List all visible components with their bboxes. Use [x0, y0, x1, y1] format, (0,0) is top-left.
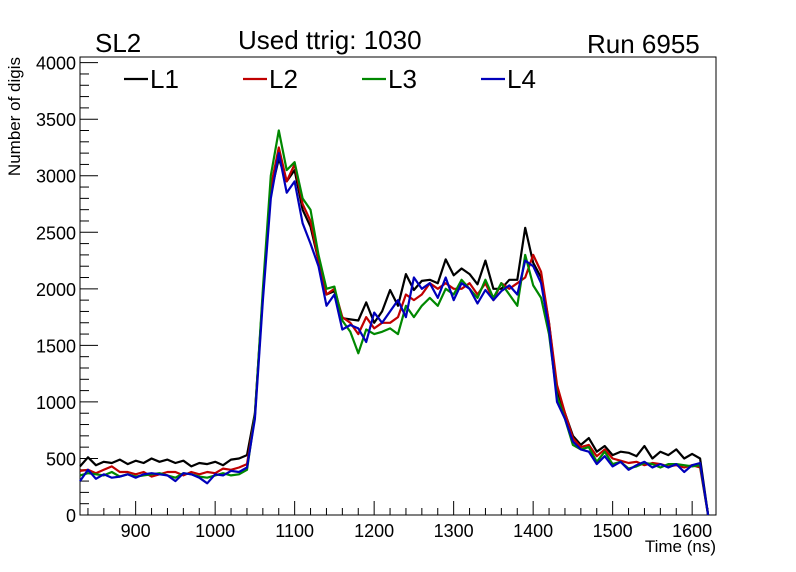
y-tick-label: 4000: [36, 54, 76, 74]
series-line-l2: [79, 146, 710, 516]
series-line-l4: [79, 152, 710, 516]
x-tick-label: 1300: [434, 521, 474, 541]
y-axis-title: Number of digis: [5, 57, 24, 176]
plot-frame: [79, 56, 717, 516]
superlayer-label: SL2: [95, 28, 142, 58]
legend-label-l2: L2: [269, 64, 298, 94]
y-tick-label: 1000: [36, 393, 76, 413]
legend-label-l1: L1: [150, 64, 179, 94]
x-tick-label: 1500: [593, 521, 633, 541]
x-axis-title: Time (ns): [645, 537, 716, 556]
y-tick-label: 2500: [36, 223, 76, 243]
legend-label-l3: L3: [388, 64, 417, 94]
y-tick-label: 1500: [36, 336, 76, 356]
x-tick-label: 1600: [672, 521, 712, 541]
legend-label-l4: L4: [507, 64, 536, 94]
series-line-l3: [79, 129, 710, 516]
x-tick-label: 1200: [354, 521, 394, 541]
run-label: Run 6955: [587, 29, 700, 59]
series-line-l1: [79, 157, 710, 516]
x-tick-label: 1400: [513, 521, 553, 541]
x-tick-label: 1000: [195, 521, 235, 541]
chart-title: Used ttrig: 1030: [238, 25, 422, 55]
y-tick-label: 2000: [36, 280, 76, 300]
x-tick-label: 1100: [275, 521, 314, 541]
x-tick-label: 900: [121, 521, 151, 541]
y-tick-label: 0: [66, 506, 76, 526]
y-tick-label: 3000: [36, 167, 76, 187]
y-tick-label: 3500: [36, 110, 76, 130]
y-tick-label: 500: [46, 449, 76, 469]
